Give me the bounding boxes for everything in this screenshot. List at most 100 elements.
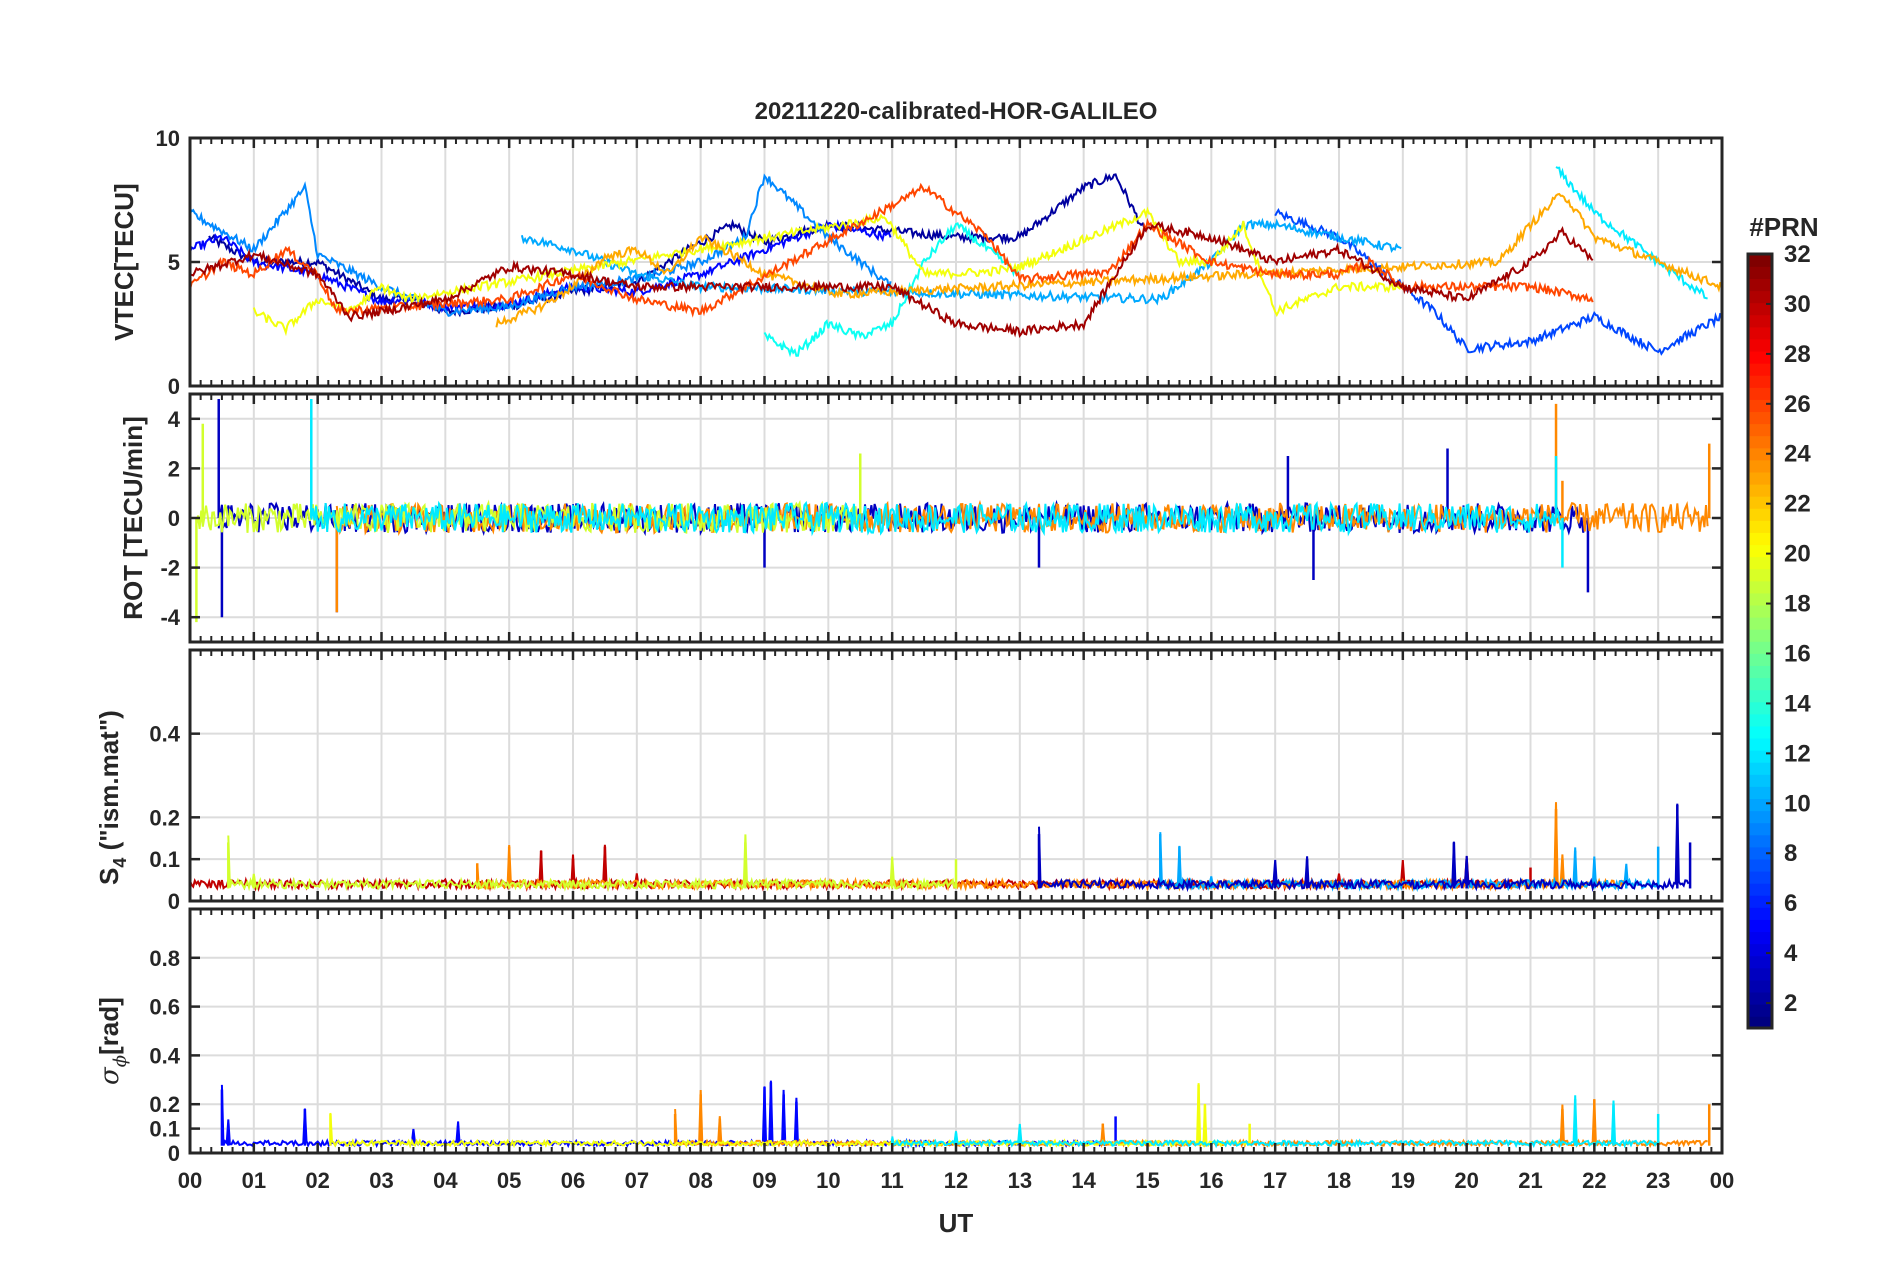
series-line-prn-3: [1038, 803, 1690, 893]
colorbar-segment: [1748, 532, 1772, 546]
colorbar-segment: [1748, 798, 1772, 812]
s4-ticks: [188, 650, 1724, 903]
x-tick-label: 08: [688, 1168, 712, 1193]
colorbar-segment: [1748, 411, 1772, 425]
y-tick-label: 0.6: [149, 995, 180, 1020]
colorbar-segment: [1748, 266, 1772, 279]
colorbar-segment: [1748, 350, 1772, 364]
colorbar-segment: [1748, 761, 1772, 775]
colorbar-segment: [1748, 1003, 1772, 1017]
colorbar-segment: [1748, 882, 1772, 896]
colorbar-segment: [1748, 556, 1772, 570]
colorbar-segment: [1748, 338, 1772, 352]
x-tick-label: 00: [178, 1168, 202, 1193]
x-tick-label: 20: [1454, 1168, 1478, 1193]
x-tick-label: 18: [1327, 1168, 1351, 1193]
colorbar-segment: [1748, 520, 1772, 533]
colorbar-segment: [1748, 653, 1772, 666]
y-tick-label: 2: [168, 456, 180, 481]
colorbar-segment: [1748, 314, 1772, 328]
sigma-phi-ylabel: σϕ[rad]: [94, 997, 131, 1085]
s4-ylabel: S4 ("ism.mat"): [94, 710, 130, 885]
colorbar-segment: [1748, 459, 1772, 473]
x-tick-labels: 00 01 02 03 04 05 06 07 08 09 10 11 12 13 14 15 16 17 18 19…: [178, 1168, 1734, 1193]
rot-ylabel: ROT [TECU/min]: [118, 416, 148, 620]
colorbar-segment: [1748, 362, 1772, 376]
x-tick-label: 09: [752, 1168, 776, 1193]
colorbar-gradient: [1748, 254, 1772, 1029]
series-line-prn-19: [195, 499, 860, 534]
colorbar-segment: [1748, 713, 1772, 727]
colorbar-segment: [1748, 387, 1772, 400]
series-line-prn-9: [190, 173, 892, 317]
y-tick-label: 0.8: [149, 946, 180, 971]
series-line-prn-24: [335, 499, 1709, 537]
x-tick-label: 03: [369, 1168, 393, 1193]
colorbar-segment: [1748, 749, 1772, 763]
sigma-phi-y-ticklabels: 00.10.2 0.4 0.6 0.8: [149, 946, 180, 1166]
colorbar-segment: [1748, 641, 1772, 654]
y-tick-label: 0: [168, 1141, 180, 1166]
colorbar-segment: [1748, 907, 1772, 920]
colorbar-segment: [1748, 931, 1772, 945]
x-tick-label: 00: [1710, 1168, 1734, 1193]
x-tick-label: 23: [1646, 1168, 1670, 1193]
series-line-prn-19: [227, 834, 956, 892]
colorbar-segment: [1748, 774, 1772, 787]
y-tick-label: 0.1: [149, 1117, 180, 1142]
series-line-prn-5: [220, 1080, 1115, 1149]
rot-ticks: [188, 394, 1724, 642]
x-tick-label: 05: [497, 1168, 521, 1193]
series-line-prn-7: [1274, 208, 1722, 356]
series-line-prn-23: [495, 192, 1722, 328]
series-line-prn-24: [674, 1089, 1708, 1149]
colorbar-label: #PRN: [1749, 212, 1818, 242]
colorbar-segment: [1748, 870, 1772, 884]
rot-panel: -4 -2 0 2 4 ROT [TECU/min]: [118, 392, 1724, 644]
sigma-phi-grid: [190, 909, 1722, 1153]
x-tick-label: 14: [1071, 1168, 1096, 1193]
x-tick-label: 12: [944, 1168, 968, 1193]
colorbar-segment: [1748, 592, 1772, 606]
colorbar-segment: [1748, 725, 1772, 739]
colorbar-segment: [1748, 701, 1772, 715]
colorbar-segment: [1748, 447, 1772, 461]
colorbar-segment: [1748, 810, 1772, 824]
x-tick-label: 17: [1263, 1168, 1287, 1193]
x-tick-label: 10: [816, 1168, 840, 1193]
colorbar-tick-label: 28: [1784, 341, 1811, 368]
colorbar-segment: [1748, 495, 1772, 509]
colorbar-segment: [1748, 979, 1772, 993]
colorbar-segment: [1748, 665, 1772, 679]
colorbar-segment: [1748, 919, 1772, 933]
colorbar-tick-label: 22: [1784, 491, 1811, 518]
colorbar-segment: [1748, 786, 1772, 800]
x-tick-label: 19: [1391, 1168, 1415, 1193]
y-tick-label: 0: [168, 506, 180, 531]
s4-panel: 0 0.1 0.2 0.4 S4 ("ism.mat"): [94, 648, 1724, 914]
colorbar-segment: [1748, 677, 1772, 691]
sigma-phi-series: [220, 1080, 1711, 1149]
colorbar-segment: [1748, 254, 1772, 267]
x-tick-label: 13: [1008, 1168, 1032, 1193]
colorbar-tick-label: 4: [1784, 940, 1798, 967]
colorbar-tick-label: 30: [1784, 291, 1811, 318]
colorbar-segment: [1748, 955, 1772, 969]
s4-y-ticklabels: 0 0.1 0.2 0.4: [149, 722, 180, 914]
x-tick-label: 01: [242, 1168, 266, 1193]
colorbar-tick-label: 8: [1784, 840, 1797, 867]
colorbar-segment: [1748, 846, 1772, 860]
x-tick-label: 11: [881, 1168, 904, 1193]
colorbar-segment: [1748, 616, 1772, 630]
rot-series: [195, 398, 1711, 623]
vtec-ylabel: VTEC[TECU]: [109, 183, 139, 340]
colorbar-segment: [1748, 604, 1772, 618]
y-tick-label: 0: [168, 889, 180, 914]
colorbar-tick-label: 10: [1784, 790, 1811, 817]
colorbar-tick-label: 24: [1784, 441, 1811, 468]
colorbar-segment: [1748, 399, 1772, 413]
series-line-prn-13: [763, 222, 1020, 358]
colorbar-segment: [1748, 628, 1772, 642]
vtec-ticks: [188, 136, 1724, 388]
